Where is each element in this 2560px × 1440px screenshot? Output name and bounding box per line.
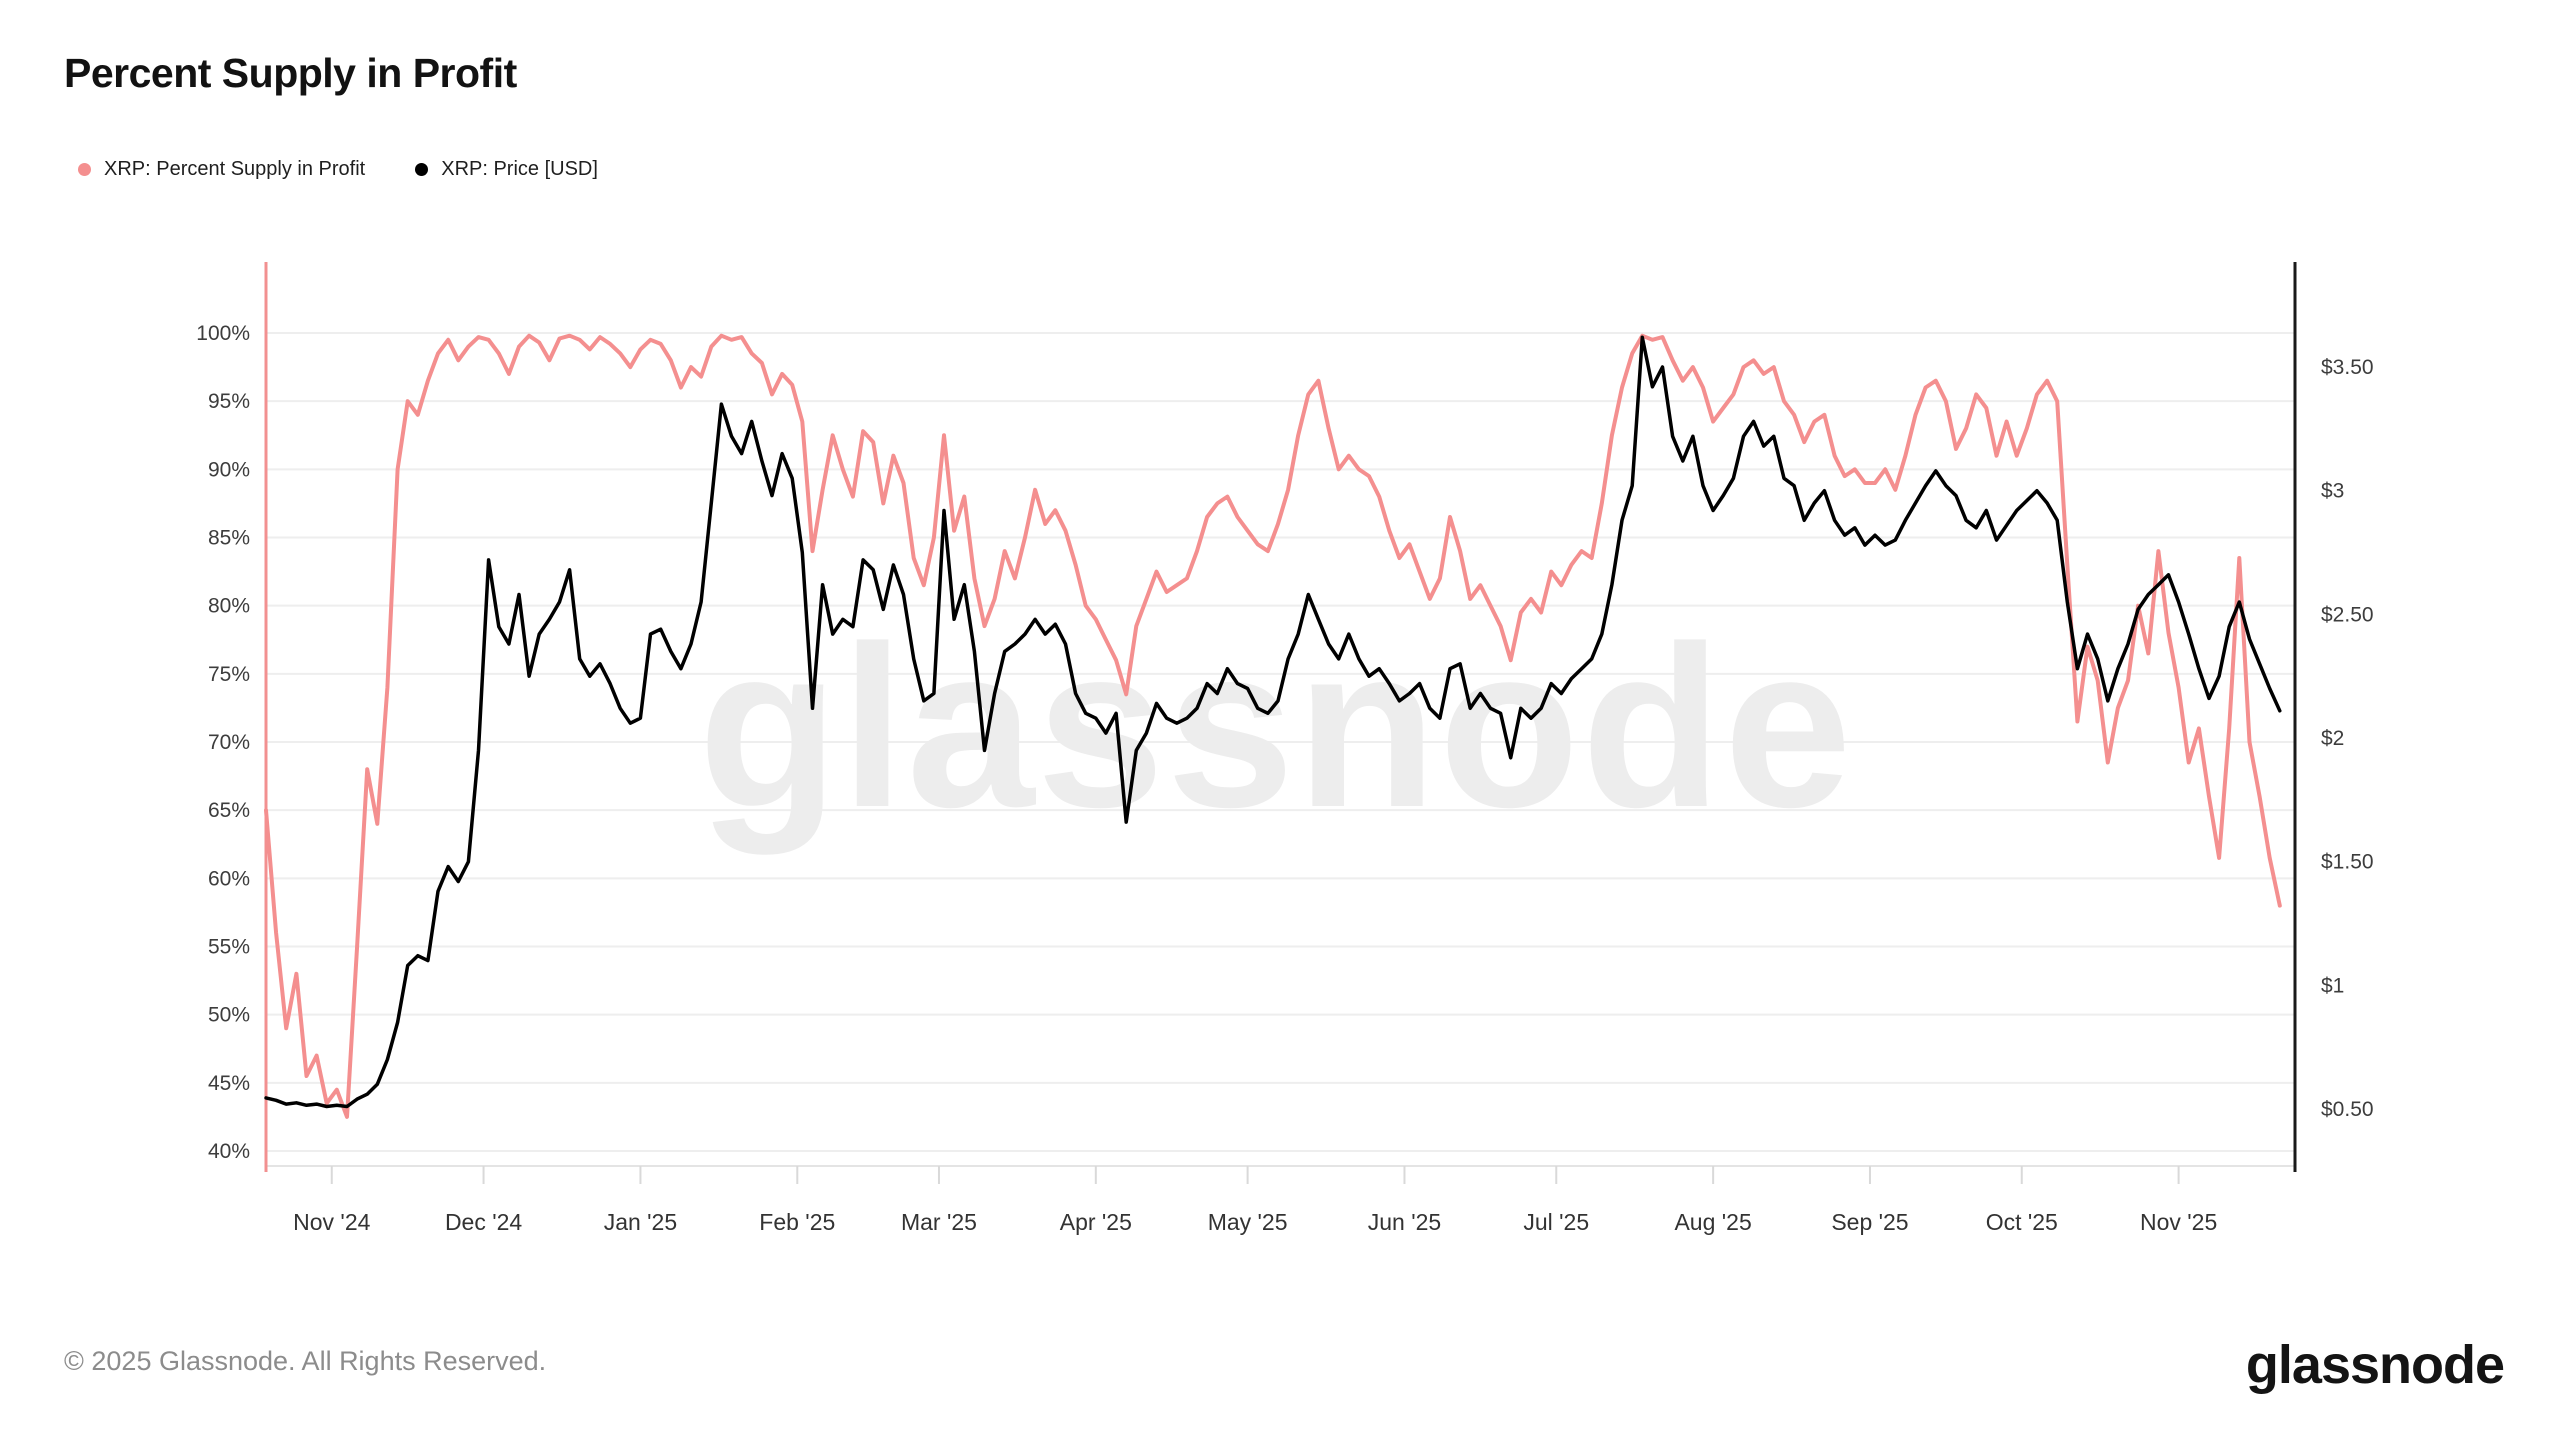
legend-item-supply-in-profit[interactable]: XRP: Percent Supply in Profit <box>78 158 365 181</box>
chart-legend: XRP: Percent Supply in Profit XRP: Price… <box>78 158 598 181</box>
y-axis-label-left: 70% <box>208 731 250 754</box>
x-axis-label: Oct '25 <box>1986 1209 2058 1235</box>
y-axis-label-right: $2.50 <box>2321 603 2374 626</box>
x-axis-label: Apr '25 <box>1060 1209 1132 1235</box>
y-axis-label-left: 95% <box>208 390 250 413</box>
x-axis-label: May '25 <box>1208 1209 1288 1235</box>
x-axis-label: Nov '24 <box>293 1209 370 1235</box>
x-axis-label: Jun '25 <box>1368 1209 1441 1235</box>
page-title: Percent Supply in Profit <box>64 50 517 96</box>
copyright-text: © 2025 Glassnode. All Rights Reserved. <box>64 1346 547 1376</box>
supply-series-dot-icon <box>78 163 91 176</box>
glassnode-logo: glassnode <box>2245 1335 2505 1395</box>
y-axis-label-right: $3.50 <box>2321 356 2374 379</box>
x-axis-label: Jan '25 <box>604 1209 677 1235</box>
y-axis-label-right: $3 <box>2321 480 2344 503</box>
price-series-dot-icon <box>415 163 429 176</box>
y-axis-label-right: $2 <box>2321 727 2344 750</box>
x-axis-label: Jul '25 <box>1523 1209 1589 1235</box>
y-axis-label-right: $0.50 <box>2321 1098 2374 1121</box>
watermark: glassnode <box>698 598 1854 855</box>
y-axis-label-left: 100% <box>196 322 250 345</box>
y-axis-label-left: 45% <box>208 1072 250 1095</box>
supply-in-profit-line <box>264 333 2282 1119</box>
x-axis-label: Aug '25 <box>1674 1209 1751 1235</box>
y-axis-label-left: 50% <box>208 1004 250 1027</box>
y-axis-label-left: 80% <box>208 595 250 618</box>
y-axis-label-left: 85% <box>208 527 250 550</box>
y-axis-label-left: 90% <box>208 458 250 481</box>
y-axis-label-left: 55% <box>208 936 250 959</box>
y-axis-label-right: $1.50 <box>2321 851 2374 874</box>
y-axis-label-left: 60% <box>208 867 250 890</box>
y-axis-label-right: $1 <box>2321 974 2344 997</box>
legend-item-price[interactable]: XRP: Price [USD] <box>415 158 598 181</box>
x-axis-label: Feb '25 <box>759 1209 835 1235</box>
x-axis-label: Dec '24 <box>445 1209 522 1235</box>
x-axis-label: Nov '25 <box>2140 1209 2217 1235</box>
y-axis-label-left: 65% <box>208 799 250 822</box>
y-axis-label-left: 75% <box>208 663 250 686</box>
price-line <box>264 335 2282 1109</box>
y-axis-label-left: 40% <box>208 1140 250 1163</box>
x-axis-label: Mar '25 <box>901 1209 977 1235</box>
x-axis-label: Sep '25 <box>1831 1209 1908 1235</box>
legend-label: XRP: Price [USD] <box>441 158 598 180</box>
legend-label: XRP: Percent Supply in Profit <box>104 158 366 180</box>
